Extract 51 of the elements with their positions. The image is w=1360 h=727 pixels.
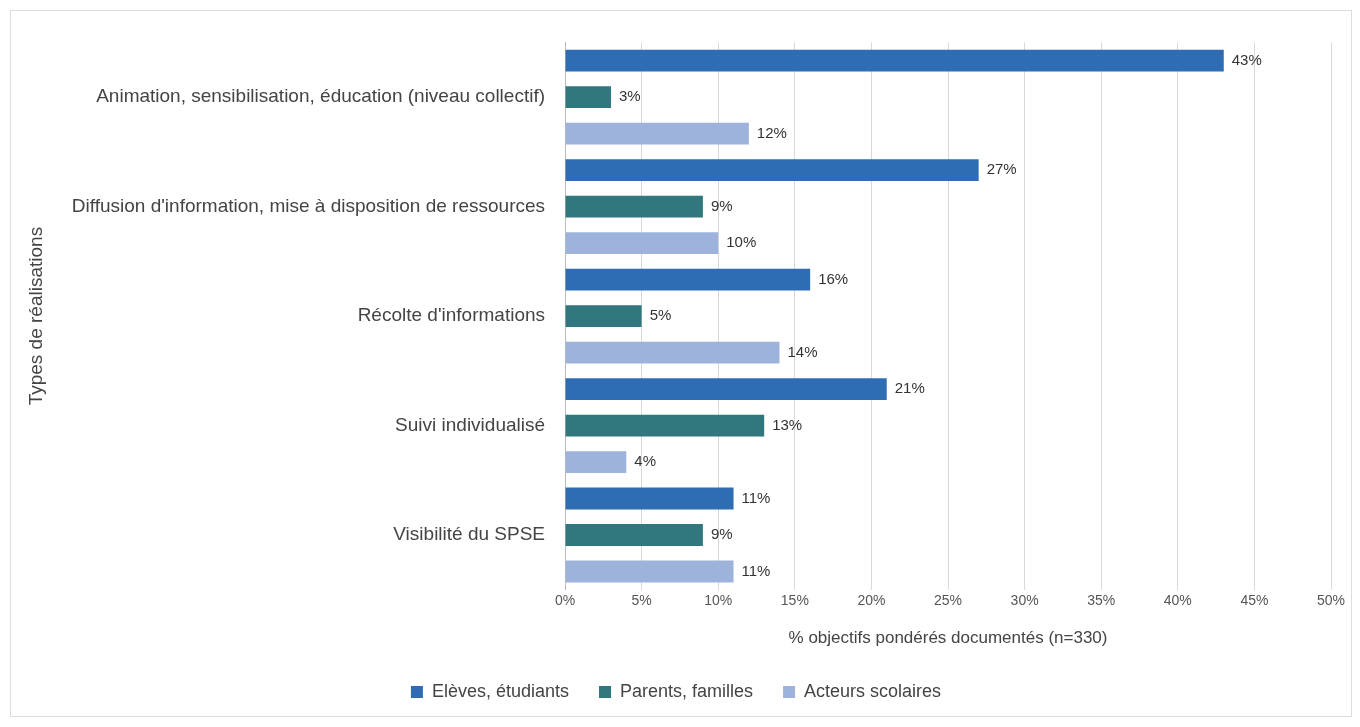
bar: [565, 560, 734, 583]
bar: [565, 159, 979, 182]
data-label: 27%: [986, 160, 1017, 178]
data-label: 14%: [787, 342, 818, 360]
bar: [565, 305, 642, 328]
x-tick-label: 45%: [1240, 592, 1269, 609]
y-tick-label: Récolte d'informations: [357, 304, 546, 326]
x-tick-label: 40%: [1163, 592, 1192, 609]
y-tick-label: Suivi individualisé: [395, 413, 546, 435]
data-label: 10%: [726, 233, 757, 251]
data-label: 9%: [710, 525, 733, 543]
bar: [565, 451, 627, 474]
bar: [565, 341, 780, 364]
bar: [565, 414, 765, 437]
y-tick-label: Visibilité du SPSE: [393, 523, 546, 545]
x-tick-label: 35%: [1087, 592, 1116, 609]
bar: [565, 487, 734, 510]
x-tick-label: 10%: [704, 592, 733, 609]
bar: [565, 122, 749, 145]
bar: [565, 524, 703, 547]
legend-label: Acteurs scolaires: [804, 680, 942, 701]
data-label: 9%: [710, 196, 733, 214]
bar: [565, 268, 811, 291]
data-label: 43%: [1231, 50, 1262, 68]
data-label: 3%: [618, 87, 641, 105]
y-tick-label: Animation, sensibilisation, éducation (niveau collectif): [96, 85, 546, 107]
data-label: 16%: [818, 269, 849, 287]
data-label: 4%: [634, 452, 656, 470]
legend-label: Elèves, étudiants: [431, 680, 569, 701]
y-axis-title: Types de réalisations: [24, 226, 46, 406]
bar: [565, 232, 719, 255]
bar: [565, 378, 887, 401]
legend-label: Parents, familles: [619, 680, 754, 701]
x-tick-label: 15%: [780, 592, 809, 609]
x-tick-label: 5%: [631, 592, 652, 609]
data-label: 21%: [894, 379, 925, 397]
x-tick-label: 20%: [857, 592, 886, 609]
data-label: 13%: [772, 415, 803, 433]
bar: [565, 49, 1224, 72]
y-tick-label: Diffusion d'information, mise à disposition de ressources: [71, 194, 546, 216]
x-tick-label: 30%: [1010, 592, 1039, 609]
x-tick-label: 50%: [1316, 592, 1346, 609]
data-label: 5%: [649, 306, 672, 324]
data-label: 11%: [741, 561, 771, 579]
x-axis-title: % objectifs pondérés documentés (n=330): [788, 628, 1108, 648]
bar: [565, 86, 611, 109]
bar: [565, 195, 703, 218]
data-label: 12%: [756, 123, 787, 141]
x-tick-label: 25%: [934, 592, 963, 609]
x-tick-label: 0%: [554, 592, 576, 609]
data-label: 11%: [741, 488, 771, 506]
